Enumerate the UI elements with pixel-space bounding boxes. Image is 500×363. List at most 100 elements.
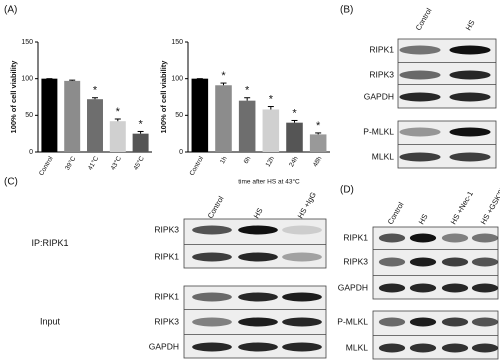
band — [399, 127, 441, 137]
row-label: GAPDH — [338, 282, 368, 292]
band — [449, 45, 491, 55]
bar — [64, 80, 81, 152]
x-tick-label: 41°C — [86, 155, 100, 172]
row-label: RIPK3 — [369, 69, 394, 79]
band — [409, 257, 437, 267]
band — [192, 342, 232, 352]
lane-label: Control — [414, 6, 434, 32]
band — [409, 317, 437, 327]
row-label: RIPK1 — [343, 232, 368, 242]
panel-label: (C) — [4, 177, 18, 188]
x-tick-label: 45°C — [132, 155, 146, 172]
band — [282, 317, 322, 327]
band — [378, 317, 406, 327]
significance: * — [93, 85, 98, 97]
band — [471, 317, 499, 327]
band — [441, 233, 469, 243]
band — [192, 292, 232, 302]
row-label: RIPK3 — [154, 316, 179, 326]
band — [238, 342, 278, 352]
y-tick-label: 100 — [171, 76, 183, 83]
panel-label: (B) — [340, 5, 353, 16]
band — [449, 70, 491, 80]
band — [441, 317, 469, 327]
x-tick-label: Control — [189, 155, 206, 177]
band — [282, 342, 322, 352]
band — [441, 343, 469, 353]
lane-label: HS — [252, 206, 265, 220]
row-label: RIPK3 — [343, 256, 368, 266]
y-axis-label: 100% of cell viability — [159, 60, 168, 134]
bar — [87, 99, 103, 152]
significance: * — [116, 106, 121, 118]
band — [282, 292, 322, 302]
row-label: MLKL — [372, 151, 394, 161]
row-label: RIPK1 — [369, 44, 394, 54]
band — [449, 152, 491, 162]
x-tick-label: 12h — [265, 155, 277, 168]
band — [449, 127, 491, 137]
y-axis-label: 100% of cell viability — [9, 60, 18, 134]
y-tick-label: 150 — [171, 39, 183, 46]
band — [192, 225, 232, 235]
row-label: GAPDH — [149, 341, 179, 351]
row-label: P-MLKL — [363, 126, 394, 136]
lane-label: HS +Nec-1 — [449, 190, 475, 226]
band — [449, 92, 491, 102]
group-label: Input — [40, 316, 61, 326]
lane-label: HS +GSK'872 — [479, 181, 500, 226]
band — [238, 252, 278, 262]
panel-label: (D) — [340, 185, 354, 196]
band — [471, 343, 499, 353]
x-tick-label: Control — [38, 155, 55, 177]
bar — [309, 134, 327, 152]
band — [238, 317, 278, 327]
group-label: IP:RIPK1 — [31, 238, 68, 248]
x-tick-label: 43°C — [109, 155, 123, 172]
band — [378, 343, 406, 353]
lane-label: HS — [464, 18, 477, 32]
band — [441, 257, 469, 267]
bar — [215, 85, 232, 152]
band — [192, 252, 232, 262]
band — [238, 225, 278, 235]
bar — [191, 78, 209, 152]
x-axis-label: time after HS at 43°C — [238, 178, 300, 186]
row-label: GAPDH — [364, 91, 394, 101]
band — [471, 233, 499, 243]
band — [409, 283, 437, 293]
row-label: RIPK1 — [154, 291, 179, 301]
band — [409, 343, 437, 353]
lane-label: Control — [386, 200, 406, 226]
band — [282, 252, 322, 262]
band — [282, 225, 322, 235]
band — [471, 257, 499, 267]
bar — [109, 121, 126, 152]
significance: * — [316, 120, 321, 132]
row-label: MLKL — [346, 342, 368, 352]
band — [471, 283, 499, 293]
y-tick-label: 50 — [175, 112, 183, 119]
significance: * — [292, 107, 297, 119]
band — [378, 283, 406, 293]
bar — [41, 78, 58, 152]
x-tick-label: 6h — [243, 155, 253, 165]
significance: * — [221, 70, 226, 82]
y-tick-label: 0 — [179, 149, 183, 156]
lane-label: Control — [206, 194, 226, 220]
y-tick-label: 50 — [25, 112, 33, 119]
y-tick-label: 150 — [21, 39, 33, 46]
lane-label: HS +IgG — [296, 190, 318, 220]
band — [238, 292, 278, 302]
band — [399, 70, 441, 80]
lane-label: HS — [417, 212, 430, 226]
bar — [262, 109, 280, 152]
x-tick-label: 1h — [219, 155, 229, 165]
bar — [238, 100, 256, 152]
band — [399, 152, 441, 162]
row-label: P-MLKL — [337, 316, 368, 326]
band — [399, 45, 441, 55]
significance: * — [138, 118, 143, 130]
row-label: RIPK3 — [154, 224, 179, 234]
